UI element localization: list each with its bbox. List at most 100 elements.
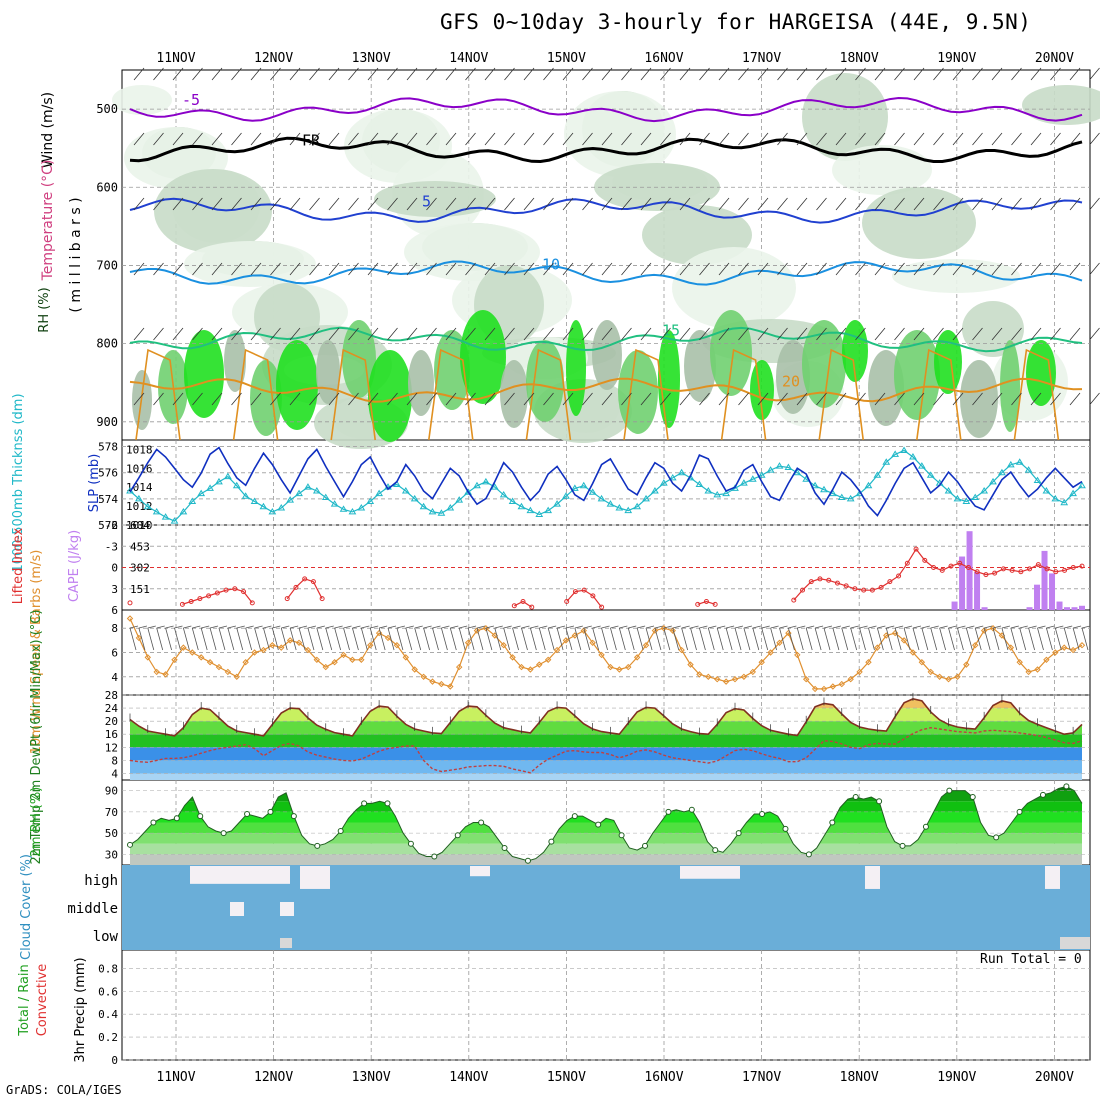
wind-barb-10m — [1081, 627, 1089, 651]
wind-speed-point — [215, 663, 223, 671]
thickness-point — [215, 477, 223, 485]
wind-barb — [250, 197, 262, 211]
rh-point — [993, 834, 1000, 841]
wind-barb — [172, 132, 184, 146]
wind-barb-10m — [574, 627, 582, 651]
low-cloud-patch — [280, 938, 292, 948]
lifted-index-point — [127, 600, 133, 606]
rh-shade-low — [592, 320, 622, 390]
wind-barb-flag — [859, 625, 868, 629]
lifted-index-point — [564, 599, 570, 604]
wind-barb — [1089, 392, 1100, 406]
wind-barb-10m — [654, 627, 662, 651]
wind-speed-point — [740, 673, 748, 680]
wind-barb — [445, 327, 457, 341]
wind-barb-flag — [717, 625, 726, 629]
wind-speed-point — [696, 671, 703, 678]
rh-point — [1039, 791, 1046, 798]
wind-speed-point — [340, 651, 347, 659]
thickness-point — [757, 471, 766, 478]
wind-barb — [952, 262, 964, 276]
rh-shade-low — [934, 330, 962, 394]
rh-shade-patch — [564, 91, 676, 177]
wind-speed-point — [785, 629, 792, 637]
lifted-index-point — [1018, 569, 1024, 575]
thickness-point — [437, 509, 446, 516]
wind-barb — [523, 327, 535, 341]
wind-speed-point — [989, 625, 997, 632]
wind-barb — [874, 262, 886, 276]
rh-shade-low — [408, 350, 434, 416]
wind-barb — [991, 392, 1003, 406]
wind-barb-flag — [174, 625, 183, 629]
wind-speed-point — [162, 671, 169, 678]
wind-barb — [270, 132, 281, 146]
cape-tick-label: 151 — [130, 583, 150, 596]
rh-band — [130, 843, 1082, 855]
wind-barb-10m — [912, 627, 920, 651]
wind-barb-10m — [627, 627, 635, 651]
wind-barb-10m — [779, 627, 786, 651]
cloud-axis-label: Cloud Cover (%) — [19, 854, 34, 960]
thickness-point — [375, 489, 384, 497]
thickness-point — [944, 487, 953, 494]
wind-barb — [933, 197, 944, 211]
temp-tick-label: 8 — [111, 754, 118, 767]
wind-barb — [855, 392, 866, 406]
wind-barb-flag — [201, 625, 210, 629]
wind-barb — [231, 262, 242, 276]
wind-barb — [1030, 67, 1042, 81]
cape-tick-label: 453 — [130, 540, 150, 553]
wind-barb — [699, 132, 710, 146]
contour-label: 20 — [782, 373, 800, 391]
wind-barb-10m — [1028, 627, 1036, 651]
wind-barb-flag — [441, 625, 450, 629]
wind-speed-point — [509, 654, 516, 661]
pressure-tick-label: 800 — [96, 337, 118, 351]
rh-shade-low — [276, 340, 318, 430]
wind-barb — [1030, 132, 1042, 146]
rh-point — [1016, 808, 1023, 815]
wind-barb — [367, 132, 379, 146]
thickness-point — [722, 489, 730, 497]
wind-barb — [952, 132, 964, 146]
rh-bands — [130, 786, 1082, 865]
thickness-point — [401, 487, 410, 494]
wind-barb — [153, 132, 164, 146]
bottom-date-label: 15NOV — [547, 1070, 586, 1085]
rh-point — [782, 825, 789, 832]
lifted-index-point — [992, 570, 998, 576]
wind-barb — [133, 327, 145, 341]
rh-point — [478, 819, 485, 826]
wind-barb — [172, 327, 184, 341]
thickness-point — [179, 507, 188, 515]
grads-credit: GrADS: COLA/IGES — [6, 1083, 122, 1097]
wind-barb-flag — [290, 625, 299, 629]
thickness-tick-label: 578 — [98, 441, 118, 454]
wind-barb-10m — [298, 627, 306, 651]
lifted-index-point — [319, 596, 325, 602]
wind-barb — [484, 262, 496, 276]
thickness-point — [152, 507, 161, 515]
contour-label: 10 — [542, 255, 560, 273]
temp-tick-label: 16 — [105, 728, 118, 741]
rh-point — [407, 840, 414, 847]
wind-barb — [582, 392, 593, 406]
wind-barb-10m — [467, 627, 475, 651]
wind-speed-point — [411, 666, 418, 673]
wind-barb-10m — [707, 627, 715, 651]
wind-barb — [250, 327, 262, 341]
wind-barb-10m — [129, 627, 137, 651]
wind-barb — [835, 197, 847, 211]
wind-barb — [952, 67, 964, 81]
wind-speed-point — [598, 651, 605, 659]
wind-barb — [952, 392, 964, 406]
wind-barb — [1011, 132, 1022, 146]
wind-barb-flag — [823, 625, 833, 629]
rh-tick-label: 50 — [105, 827, 118, 840]
rh-tick-label: 90 — [105, 785, 118, 798]
wind-barb — [855, 132, 866, 146]
wind-barb-flag — [726, 625, 735, 629]
rh-point — [805, 851, 812, 858]
